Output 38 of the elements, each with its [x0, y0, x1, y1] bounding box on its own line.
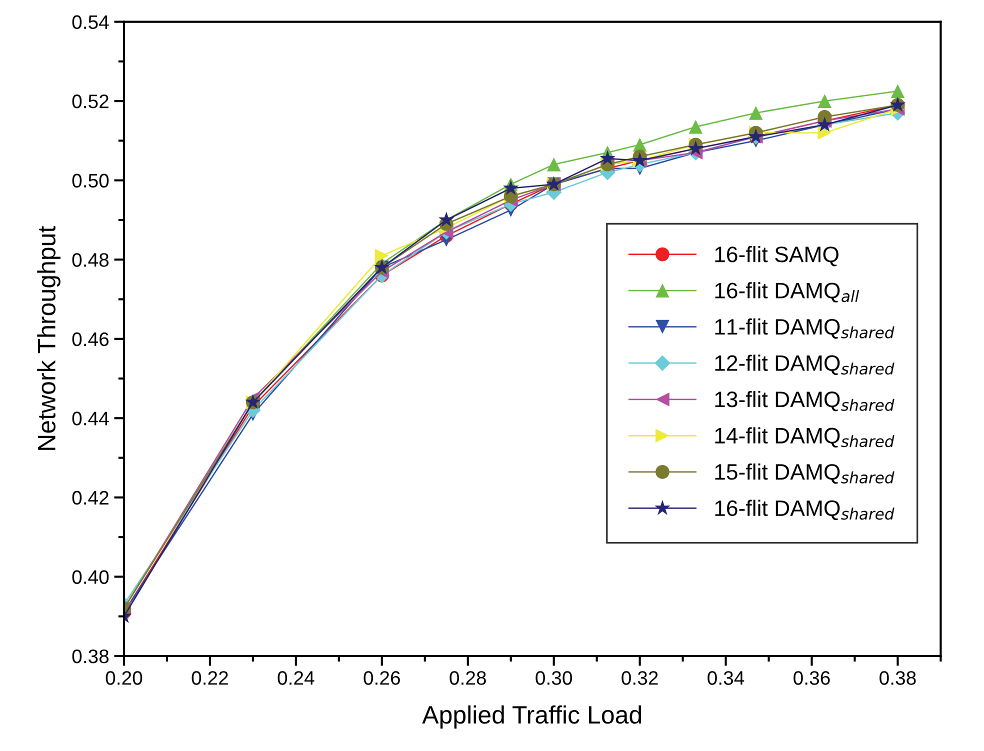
y-tick-label: 0.46 — [72, 332, 109, 346]
legend-label: 14-flit DAMQ$_{shared}$ — [715, 427, 894, 448]
point — [546, 158, 561, 172]
legend-label: 15-flit DAMQ$_{shared}$ — [715, 463, 894, 484]
y-tick-label: 0.38 — [72, 649, 109, 664]
legend-label: 13-flit DAMQ$_{shared}$ — [715, 390, 894, 412]
x-tick-label: 0.24 — [278, 671, 314, 685]
point — [818, 94, 832, 108]
x-axis-title: Applied Traffic Load — [422, 705, 642, 729]
x-tick-label: 0.28 — [450, 671, 486, 685]
point — [890, 84, 905, 98]
x-tick-label: 0.30 — [536, 671, 572, 685]
point — [688, 120, 703, 134]
x-tick-label: 0.26 — [364, 671, 400, 685]
legend-label: 16-flit SAMQ — [715, 246, 838, 266]
y-tick-label: 0.40 — [72, 570, 109, 584]
legend-label: 12-flit DAMQ$_{shared}$ — [715, 354, 894, 375]
y-tick-label: 0.50 — [72, 174, 109, 188]
x-tick-label: 0.36 — [794, 671, 830, 685]
y-tick-label: 0.44 — [72, 412, 109, 426]
point — [374, 248, 389, 263]
point — [818, 126, 832, 140]
x-tick-label: 0.22 — [192, 671, 228, 685]
y-axis-title: Network Throughput — [37, 226, 60, 450]
point — [600, 150, 616, 166]
y-tick-label: 0.54 — [72, 15, 109, 30]
x-tick-label: 0.32 — [622, 671, 658, 685]
x-tick-label: 0.38 — [880, 671, 916, 685]
y-tick-label: 0.42 — [72, 490, 108, 505]
legend-label: 16-flit DAMQ$_{shared}$ — [715, 500, 894, 520]
legend-label: 16-flit DAMQ$_{all}$ — [715, 282, 860, 302]
x-tick-label: 0.34 — [708, 671, 744, 685]
legend-label: 11-flit DAMQ$_{shared}$ — [715, 318, 894, 339]
point — [502, 180, 519, 196]
y-tick-label: 0.48 — [72, 253, 109, 267]
x-tick-label: 0.20 — [106, 671, 142, 685]
point — [748, 106, 763, 120]
y-tick-label: 0.52 — [72, 94, 108, 108]
